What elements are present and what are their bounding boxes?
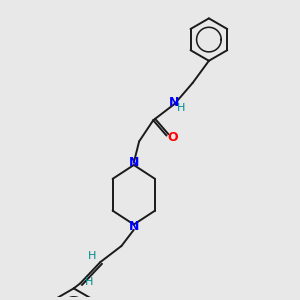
Text: H: H (85, 277, 93, 287)
Text: O: O (168, 130, 178, 143)
Text: H: H (88, 251, 96, 261)
Text: N: N (169, 96, 180, 109)
Text: N: N (129, 156, 139, 169)
Text: H: H (177, 103, 185, 112)
Text: N: N (129, 220, 139, 233)
